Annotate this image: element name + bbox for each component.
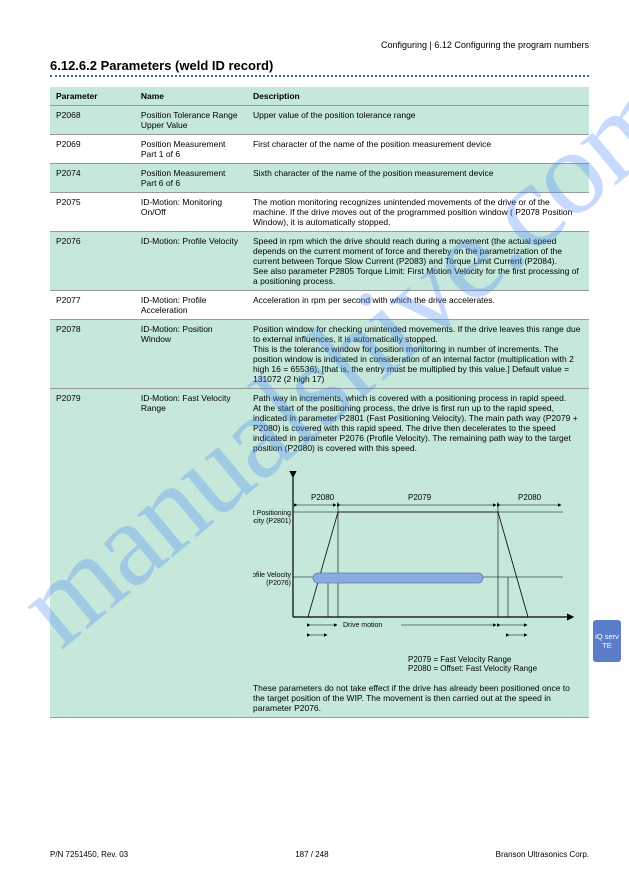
section-title: 6.12.6.2 Parameters (weld ID record): [50, 58, 589, 73]
svg-text:Fast Positioning: Fast Positioning: [253, 510, 291, 517]
cell-param: P2075: [50, 193, 135, 232]
cell-param: P2076: [50, 232, 135, 291]
cell-desc: Path way in increments, which is covered…: [247, 389, 589, 718]
th-param: Parameter: [50, 87, 135, 106]
params-table: ParameterNameDescription P2068Position T…: [50, 87, 589, 718]
svg-text:P2080: P2080: [518, 493, 542, 502]
th-desc: Description: [247, 87, 589, 106]
cell-name: ID-Motion: Monitoring On/Off: [135, 193, 247, 232]
cell-name: Position Measurement Part 6 of 6: [135, 164, 247, 193]
svg-text:P2079: P2079: [408, 493, 432, 502]
th-name: Name: [135, 87, 247, 106]
cell-desc: Position window for checking unintended …: [247, 320, 589, 389]
cell-desc: First character of the name of the posit…: [247, 135, 589, 164]
footer-left: P/N 7251450, Rev. 03: [50, 850, 128, 859]
svg-text:Drive motion: Drive motion: [343, 622, 382, 629]
cell-desc: Speed in rpm which the drive should reac…: [247, 232, 589, 291]
sidetab: iQ serv TE: [593, 620, 621, 662]
cell-desc: Upper value of the position tolerance ra…: [247, 106, 589, 135]
cell-param: P2074: [50, 164, 135, 193]
cell-param: P2079: [50, 389, 135, 718]
svg-text:(P2076): (P2076): [266, 580, 291, 587]
svg-text:P2080: P2080: [311, 493, 335, 502]
footer-page: 187 / 248: [295, 850, 328, 859]
cell-desc: Sixth character of the name of the posit…: [247, 164, 589, 193]
svg-text:Profile Velocity: Profile Velocity: [253, 572, 291, 579]
page-footer: P/N 7251450, Rev. 03 187 / 248 Branson U…: [50, 850, 589, 859]
footer-right: Branson Ultrasonics Corp.: [496, 850, 589, 859]
section-divider: [50, 75, 589, 77]
cell-param: P2069: [50, 135, 135, 164]
cell-name: ID-Motion: Profile Velocity: [135, 232, 247, 291]
cell-name: ID-Motion: Fast Velocity Range: [135, 389, 247, 718]
cell-param: P2078: [50, 320, 135, 389]
velocity-chart: P2080 P2079 P2080 Drive motion Fast Posi…: [253, 467, 583, 647]
sidetab-l1: iQ serv: [595, 632, 619, 641]
sidetab-l2: TE: [602, 641, 612, 650]
cell-param: P2077: [50, 291, 135, 320]
cell-desc: Acceleration in rpm per second with whic…: [247, 291, 589, 320]
cell-name: ID-Motion: Position Window: [135, 320, 247, 389]
svg-text:Velocity (P2801): Velocity (P2801): [253, 518, 291, 525]
cell-name: Position Measurement Part 1 of 6: [135, 135, 247, 164]
chart-legend: P2079 = Fast Velocity RangeP2080 = Offse…: [408, 655, 583, 673]
cell-name: Position Tolerance Range Upper Value: [135, 106, 247, 135]
cell-name: ID-Motion: Profile Acceleration: [135, 291, 247, 320]
breadcrumb: Configuring | 6.12 Configuring the progr…: [50, 40, 589, 50]
cell-param: P2068: [50, 106, 135, 135]
cell-desc: The motion monitoring recognizes uninten…: [247, 193, 589, 232]
